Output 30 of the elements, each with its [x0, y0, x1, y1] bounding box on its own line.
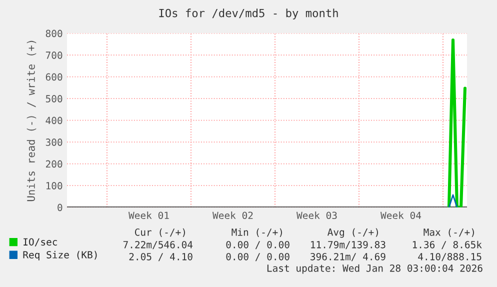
y-tick-label: 100 — [46, 182, 62, 190]
text: Last update: Wed Jan 28 03:00:04 2026 — [267, 264, 482, 274]
x-tick-label: Week 01 — [128, 212, 169, 220]
x-tick-label: Week 04 — [380, 212, 422, 220]
text: Avg (-/+) — [328, 228, 378, 238]
x-tick-label: Week 02 — [212, 212, 253, 220]
text: 7.22m/546.04 — [123, 240, 193, 250]
text: 2.05 / 4.10 — [129, 252, 192, 262]
y-tick-label: 300 — [46, 138, 62, 146]
chart-title: IOs for /dev/md5 - by month — [159, 8, 338, 20]
legend-label: IO/sec — [24, 238, 57, 246]
text: Cur (-/+) — [134, 228, 185, 237]
x-tick-label: Week 03 — [296, 212, 337, 220]
legend-label: Req Size (KB) — [23, 250, 97, 260]
y-tick-label: 500 — [46, 95, 62, 102]
text: 396.21m/ 4.69 — [310, 252, 386, 262]
y-tick-label: 800 — [46, 30, 62, 38]
y-tick-label: 700 — [46, 52, 62, 59]
y-tick-label: 0 — [58, 204, 62, 212]
y-tick-label: 200 — [46, 160, 62, 168]
text: 11.79m/139.83 — [311, 240, 386, 250]
text: 0.00 / 0.00 — [226, 240, 290, 250]
text: 0.00 / 0.00 — [226, 252, 290, 262]
y-tick-label: 400 — [46, 116, 62, 124]
text: Min (-/+) — [232, 228, 282, 237]
text: Max (-/+) — [424, 228, 474, 237]
y-axis-title: Units read (-) / write (+) — [26, 40, 36, 202]
text: 1.36 / 8.65k — [412, 240, 482, 250]
text: 4.10/888.15 — [418, 252, 482, 262]
y-tick-label: 600 — [46, 73, 62, 81]
